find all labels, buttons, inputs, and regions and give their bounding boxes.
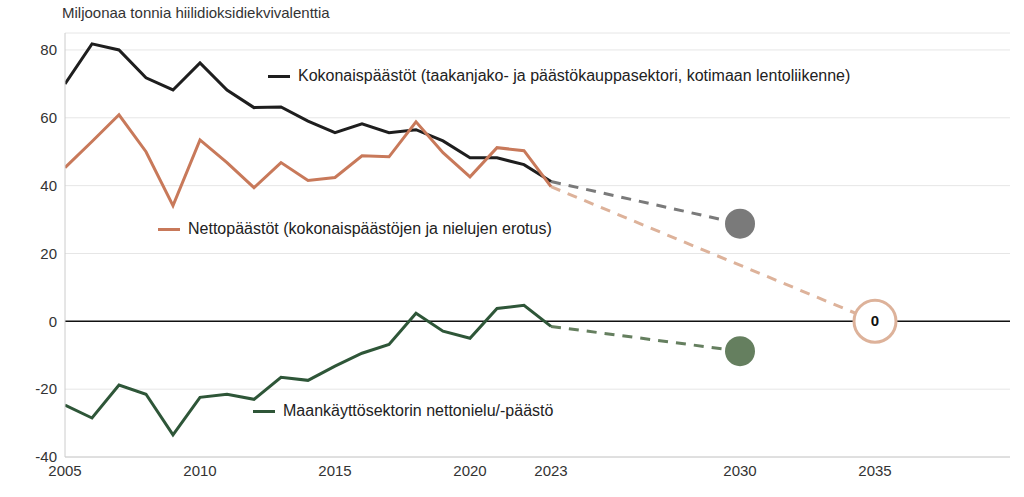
svg-text:2005: 2005 <box>48 461 82 479</box>
svg-text:2023: 2023 <box>534 462 567 479</box>
svg-text:2035: 2035 <box>858 462 891 479</box>
svg-text:2030: 2030 <box>723 462 756 479</box>
svg-text:-20: -20 <box>35 380 57 397</box>
svg-text:-40: -40 <box>35 448 57 465</box>
svg-text:2020: 2020 <box>453 462 486 479</box>
svg-text:40: 40 <box>40 177 57 194</box>
html-text:Maankäyttösektorin nettonielu/: Maankäyttösektorin nettonielu/-päästö <box>283 402 554 419</box>
svg-text:2010: 2010 <box>183 462 216 479</box>
svg-text:2015: 2015 <box>318 462 351 479</box>
svg-text:60: 60 <box>40 109 57 126</box>
svg-text:20: 20 <box>40 245 57 262</box>
html-text:Nettopäästöt (kokonaispäästöje: Nettopäästöt (kokonaispäästöjen ja nielu… <box>188 220 552 237</box>
svg-text:80: 80 <box>40 41 57 58</box>
html-text:Miljoonaa tonnia hiilidioksidi: Miljoonaa tonnia hiilidioksidiekvivalent… <box>62 4 330 21</box>
svg-text:0: 0 <box>871 312 879 329</box>
html-text:Kokonaispäästöt (taakanjako- j: Kokonaispäästöt (taakanjako- ja päästöka… <box>298 67 851 84</box>
svg-text:0: 0 <box>49 313 57 330</box>
